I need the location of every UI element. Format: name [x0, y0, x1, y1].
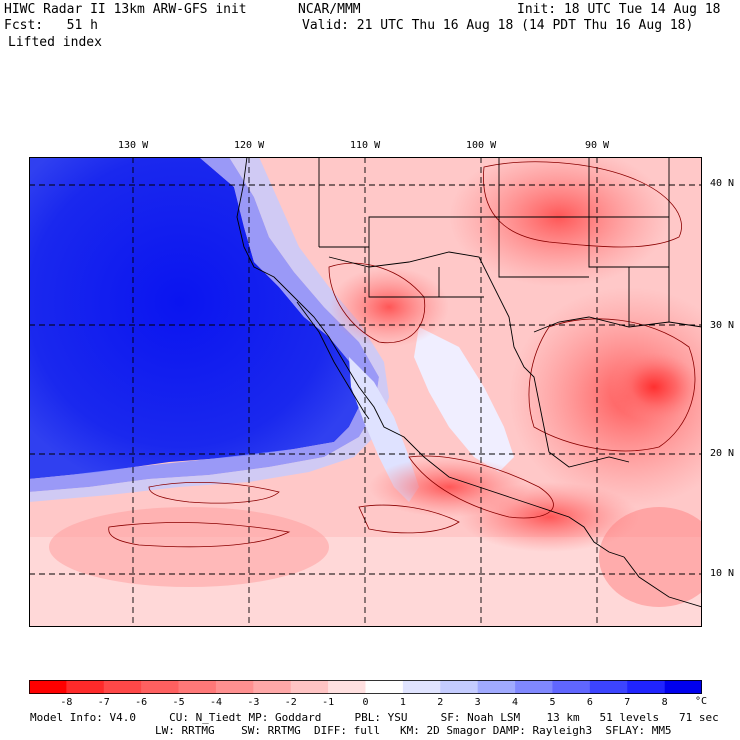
colorbar-tick-label: -7	[97, 697, 110, 708]
forecast-hour: Fcst: 51 h	[4, 18, 98, 33]
colorbar-box	[477, 680, 516, 694]
colorbar-tick-label: 7	[624, 697, 631, 708]
coastlines-borders	[236, 157, 702, 608]
lon-label-130w: 130 W	[118, 140, 149, 151]
valid-time: Valid: 21 UTC Thu 16 Aug 18 (14 PDT Thu …	[302, 18, 694, 33]
model-info-line2: LW: RRTMG SW: RRTMG DIFF: full KM: 2D Sm…	[155, 724, 672, 737]
colorbar-box	[141, 680, 179, 694]
colorbar-box	[215, 680, 254, 694]
pacific-stable-region	[29, 157, 364, 479]
colorbar-box	[664, 680, 702, 694]
colorbar-box	[440, 680, 478, 694]
colorbar-tick-label: 1	[399, 697, 406, 708]
colorbar-frame	[29, 680, 702, 694]
colorbar-tick-label: -4	[209, 697, 222, 708]
colorbar-tick-label: -5	[172, 697, 185, 708]
lat-label-30n: 30 N	[710, 320, 735, 331]
colorbar-tick-label: 0	[362, 697, 369, 708]
lat-label-20n: 20 N	[710, 448, 735, 459]
colorbar-box	[515, 680, 553, 694]
colorbar-tick-label: 6	[586, 697, 593, 708]
colorbar-box	[29, 680, 67, 694]
colorbar-tick-label: 5	[549, 697, 556, 708]
colorbar-tick-label: -8	[60, 697, 73, 708]
colorbar-tick-label: -6	[135, 697, 148, 708]
plains-instability	[449, 157, 669, 287]
lifted-index-colorbar	[29, 680, 702, 694]
colorbar-tick-label: 2	[437, 697, 444, 708]
field-name: Lifted index	[8, 35, 102, 50]
colorbar-tick-label: -2	[284, 697, 297, 708]
colorbar-tick-label: 8	[661, 697, 668, 708]
colorbar-box	[402, 680, 441, 694]
gulf-mexico-instability	[509, 287, 702, 507]
colorbar-tick-label: 3	[474, 697, 481, 708]
colorbar-unit: °C	[695, 696, 708, 707]
colorbar-box	[103, 680, 142, 694]
colorbar-box	[365, 680, 404, 694]
lat-label-40n: 40 N	[710, 178, 735, 189]
colorbar-boxes	[29, 680, 702, 694]
colorbar-box	[290, 680, 329, 694]
model-title: HIWC Radar II 13km ARW-GFS init	[4, 2, 247, 17]
lat-lon-grid	[29, 157, 702, 627]
colorbar-box	[552, 680, 591, 694]
colorbar-box	[589, 680, 628, 694]
colorbar-box	[66, 680, 105, 694]
central-america-instability	[459, 482, 639, 552]
mexico-plateau-pale	[414, 327, 514, 472]
colorbar-box	[178, 680, 217, 694]
colorbar-tick-label: 4	[512, 697, 519, 708]
lon-label-100w: 100 W	[466, 140, 497, 151]
model-info-line1: Model Info: V4.0 CU: N_Tiedt MP: Goddard…	[30, 711, 719, 724]
gulf-mexico-core	[609, 352, 699, 422]
colorbar-box	[328, 680, 366, 694]
colorbar-tick-label: -3	[247, 697, 260, 708]
northwest-mexico-instability	[329, 267, 449, 347]
lifted-index-map	[29, 157, 702, 627]
map-frame	[29, 157, 702, 627]
lon-label-90w: 90 W	[585, 140, 610, 151]
lat-label-10n: 10 N	[710, 568, 735, 579]
lon-label-120w: 120 W	[234, 140, 265, 151]
caribbean-instability	[599, 507, 702, 607]
colorbar-tick-label: -1	[322, 697, 335, 708]
colorbar-box	[253, 680, 292, 694]
init-time: Init: 18 UTC Tue 14 Aug 18	[517, 2, 721, 17]
lon-label-110w: 110 W	[350, 140, 381, 151]
organization-label: NCAR/MMM	[298, 2, 361, 17]
colorbar-box	[627, 680, 665, 694]
